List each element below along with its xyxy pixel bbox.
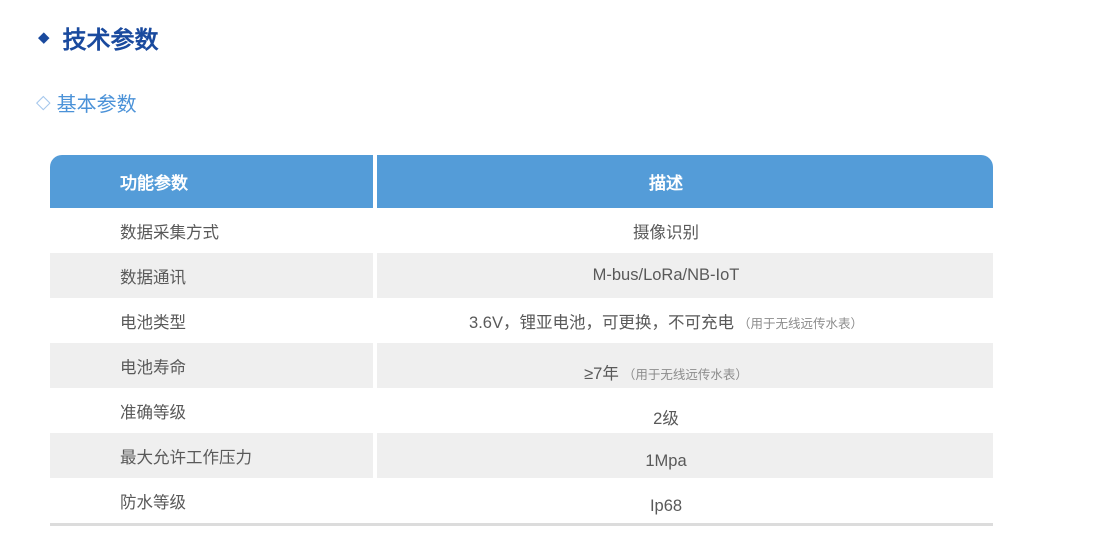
param-cell: 准确等级 bbox=[50, 388, 373, 433]
table-row: 最大允许工作压力 1Mpa bbox=[50, 433, 993, 478]
desc-text: ≥7年 bbox=[584, 364, 619, 383]
desc-text: 3.6V，锂亚电池，可更换，不可充电 bbox=[469, 313, 734, 332]
table-row: 电池寿命 ≥7年 （用于无线远传水表） bbox=[50, 343, 993, 388]
param-cell: 电池类型 bbox=[50, 298, 373, 343]
desc-cell: 3.6V，锂亚电池，可更换，不可充电 （用于无线远传水表） bbox=[377, 298, 993, 343]
desc-text: Ip68 bbox=[649, 497, 683, 515]
solid-diamond-icon: ◆ bbox=[38, 29, 50, 46]
desc-text: 2级 bbox=[653, 409, 679, 428]
desc-cell: 摄像识别 bbox=[377, 208, 993, 253]
desc-note: （用于无线远传水表） bbox=[737, 316, 863, 331]
table-row: 数据通讯 M-bus/LoRa/NB-IoT bbox=[50, 253, 993, 298]
desc-text: 摄像识别 bbox=[633, 223, 699, 242]
param-cell: 最大允许工作压力 bbox=[50, 433, 373, 478]
section-heading: ◆ 技术参数 bbox=[38, 20, 159, 55]
subsection-heading: ◇ 基本参数 bbox=[36, 88, 137, 117]
table-row: 准确等级 2级 bbox=[50, 388, 993, 433]
desc-value: 1Mpa bbox=[645, 452, 686, 471]
table-header-row: 功能参数 描述 bbox=[50, 155, 993, 208]
desc-value: Ip68 bbox=[650, 497, 682, 516]
desc-cell: 2级 bbox=[377, 388, 993, 433]
col-header-desc: 描述 bbox=[377, 155, 993, 208]
desc-value: M-bus/LoRa/NB-IoT bbox=[593, 266, 740, 285]
desc-text: 1Mpa bbox=[645, 452, 687, 470]
desc-text: M-bus/LoRa/NB-IoT bbox=[592, 266, 740, 284]
hollow-diamond-icon: ◇ bbox=[36, 92, 51, 113]
desc-cell: ≥7年 （用于无线远传水表） bbox=[377, 343, 993, 388]
section-title: 技术参数 bbox=[62, 27, 159, 54]
desc-cell: 1Mpa bbox=[377, 433, 993, 478]
table-row: 防水等级 Ip68 bbox=[50, 478, 993, 523]
desc-value: ≥7年 （用于无线远传水表） bbox=[584, 360, 748, 384]
desc-value: 2级 bbox=[653, 405, 679, 429]
desc-value: 摄像识别 bbox=[633, 219, 699, 243]
table-row: 电池类型 3.6V，锂亚电池，可更换，不可充电 （用于无线远传水表） bbox=[50, 298, 993, 343]
param-cell: 数据通讯 bbox=[50, 253, 373, 298]
table-body: 数据采集方式 摄像识别数据通讯 M-bus/LoRa/NB-IoT 电池类型 3.6V，… bbox=[50, 208, 993, 526]
param-cell: 防水等级 bbox=[50, 478, 373, 523]
col-header-param: 功能参数 bbox=[50, 155, 373, 208]
desc-value: 3.6V，锂亚电池，可更换，不可充电 （用于无线远传水表） bbox=[469, 309, 863, 333]
desc-cell: Ip68 bbox=[377, 478, 993, 523]
param-cell: 电池寿命 bbox=[50, 343, 373, 388]
subsection-title: 基本参数 bbox=[56, 94, 137, 116]
desc-cell: M-bus/LoRa/NB-IoT bbox=[377, 253, 993, 298]
spec-table: 功能参数 描述 数据采集方式 摄像识别数据通讯 M-bus/LoRa/NB-IoT 电… bbox=[50, 155, 993, 526]
table-row: 数据采集方式 摄像识别 bbox=[50, 208, 993, 253]
desc-note: （用于无线远传水表） bbox=[622, 367, 748, 382]
param-cell: 数据采集方式 bbox=[50, 208, 373, 253]
